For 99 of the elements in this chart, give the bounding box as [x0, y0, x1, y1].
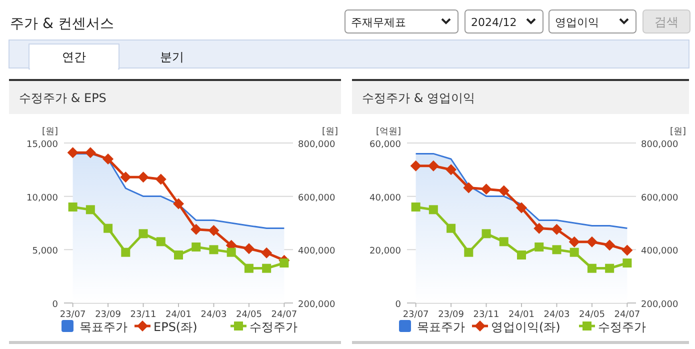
point — [86, 205, 95, 214]
point — [102, 154, 114, 164]
y-tick-label: 60,000 — [370, 140, 402, 150]
point — [499, 237, 508, 246]
y2-tick-label: 200,000 — [641, 300, 678, 310]
point — [121, 248, 130, 257]
text: 영업이익 — [555, 16, 599, 29]
point — [68, 202, 78, 212]
x-tick-label: 24/01 — [166, 310, 192, 320]
point — [208, 224, 220, 236]
y2-tick-label: 600,000 — [641, 193, 678, 204]
y2-axis-title: [원] — [670, 127, 686, 137]
x-tick-label: 24/03 — [544, 310, 570, 320]
x-tick-label: 24/01 — [508, 310, 534, 320]
text: 검색 — [654, 15, 678, 29]
point — [67, 147, 78, 158]
y-axis-title: [억원] — [376, 127, 401, 137]
point — [280, 258, 289, 268]
point — [516, 202, 527, 214]
point — [446, 164, 457, 176]
x-tick-label: 24/03 — [200, 310, 227, 320]
point — [138, 229, 148, 238]
point — [226, 248, 236, 257]
point — [498, 185, 510, 196]
legend-label: 목표주가 — [80, 320, 128, 334]
point — [446, 224, 456, 233]
text: 2024/12 — [471, 16, 517, 29]
y-tick-label: 5,000 — [32, 246, 58, 257]
text: 주가 & 컨센서스 — [10, 16, 114, 32]
text: 분기 — [160, 50, 184, 64]
y2-tick-label: 200,000 — [298, 300, 336, 310]
point — [480, 184, 492, 195]
point — [587, 264, 596, 273]
point — [552, 245, 562, 254]
x-tick-label: 23/11 — [130, 310, 156, 320]
y-tick-label: 10,000 — [26, 193, 58, 204]
text: 연간 — [62, 50, 86, 64]
point — [411, 202, 420, 212]
point — [410, 160, 422, 172]
legend-label: 영업이익(좌) — [491, 320, 560, 334]
x-tick-label: 24/05 — [578, 310, 605, 320]
point — [428, 205, 438, 214]
point — [428, 160, 439, 172]
legend-label: EPS(좌) — [154, 320, 198, 334]
point — [605, 264, 614, 273]
point — [174, 250, 183, 260]
point — [463, 182, 474, 194]
point — [244, 264, 254, 273]
y-tick-label: 0 — [52, 300, 58, 310]
legend-label: 수정주가 — [598, 320, 646, 334]
x-tick-label: 23/09 — [438, 310, 464, 320]
y2-tick-label: 800,000 — [641, 140, 678, 150]
point — [568, 236, 580, 248]
chart-title: 수정주가 & EPS — [19, 91, 106, 105]
y-tick-label: 0 — [395, 300, 402, 310]
legend-label: 목표주가 — [417, 320, 465, 334]
point — [104, 224, 113, 233]
point — [464, 248, 474, 257]
y-tick-label: 15,000 — [26, 140, 58, 150]
legend-label: 수정주가 — [250, 320, 298, 334]
point — [570, 248, 579, 257]
y2-tick-label: 600,000 — [298, 193, 336, 204]
point — [156, 237, 166, 246]
y2-tick-label: 400,000 — [641, 246, 678, 257]
point — [586, 236, 598, 248]
x-tick-label: 24/07 — [614, 310, 640, 320]
point — [622, 258, 632, 268]
chart-title: 수정주가 & 영업이익 — [362, 91, 475, 105]
x-tick-label: 24/07 — [271, 310, 298, 320]
y2-tick-label: 800,000 — [298, 140, 336, 150]
point — [243, 243, 254, 254]
y-tick-label: 40,000 — [370, 193, 402, 204]
point — [604, 240, 616, 251]
y2-axis-title: [원] — [322, 127, 338, 137]
y2-tick-label: 400,000 — [298, 246, 336, 257]
y-axis-title: [원] — [42, 127, 58, 137]
x-tick-label: 23/11 — [473, 310, 500, 320]
point — [120, 172, 132, 183]
point — [517, 250, 526, 260]
x-tick-label: 23/09 — [95, 310, 122, 320]
point — [209, 245, 218, 254]
point — [173, 198, 184, 210]
point — [534, 242, 544, 252]
point — [155, 174, 166, 185]
point — [84, 147, 96, 158]
point — [551, 224, 562, 235]
point — [534, 222, 545, 234]
point — [138, 172, 149, 183]
point — [482, 229, 491, 238]
y-tick-label: 20,000 — [370, 246, 402, 257]
point — [261, 247, 272, 258]
x-tick-label: 23/07 — [402, 310, 429, 320]
text: 주재무제표 — [351, 16, 406, 29]
point — [262, 264, 272, 273]
point — [192, 242, 201, 252]
x-tick-label: 24/05 — [236, 310, 262, 320]
x-tick-label: 23/07 — [60, 310, 86, 320]
point — [622, 244, 633, 256]
point — [190, 224, 202, 235]
